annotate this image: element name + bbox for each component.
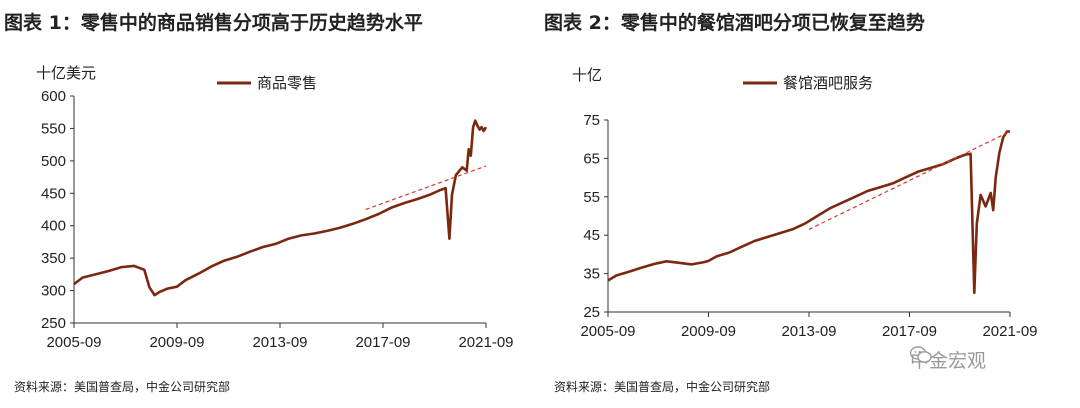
y-tick-label: 500 [41,153,66,170]
chart-2-svg: 25 35 45 55 65 75 2005-09 2009-09 2013-09 2017-09… [572,66,1038,340]
watermark: 中金宏观 [910,346,986,373]
x-tick-label: 2013-09 [252,334,307,351]
x-tick-label: 2021-09 [982,323,1037,340]
figure-1-source: 资料来源：美国普查局，中金公司研究部 [14,380,231,394]
y-unit-label: 十亿 [572,66,602,84]
trend-line [808,130,1011,230]
wechat-icon [910,346,932,363]
x-tick-label: 2017-09 [355,334,410,351]
chart-1-svg: 250 300 350 400 450 500 550 600 2005-09 2009-09 20… [36,64,514,351]
y-tick-label: 550 [41,120,66,137]
figure-2-source: 资料来源：美国普查局，中金公司研究部 [554,380,771,394]
y-tick-label: 450 [41,185,66,202]
y-tick-label: 55 [583,189,600,206]
figure-1-title: 图表 1：零售中的商品销售分项高于历史趋势水平 [4,12,423,34]
x-tick-label: 2009-09 [681,323,736,340]
y-tick-label: 35 [583,266,600,283]
x-tick-label: 2009-09 [149,334,204,351]
x-tick-label: 2013-09 [781,323,836,340]
y-tick-label: 75 [583,112,600,129]
x-tick-label: 2021-09 [458,334,513,351]
figure-1: 图表 1：零售中的商品销售分项高于历史趋势水平 250 300 350 400 450 5… [4,12,514,394]
trend-line [365,165,487,211]
x-tick-label: 2005-09 [46,334,101,351]
y-unit-label: 十亿美元 [36,64,96,82]
x-tick-label: 2017-09 [882,323,937,340]
figure-2-title: 图表 2：零售中的餐馆酒吧分项已恢复至趋势 [544,12,925,34]
y-tick-label: 300 [41,283,66,300]
legend-label: 餐馆酒吧服务 [783,74,873,92]
x-tick-label: 2005-09 [580,323,635,340]
series-line-商品零售 [73,119,488,297]
figure-2: 图表 2：零售中的餐馆酒吧分项已恢复至趋势 25 35 45 55 65 75 2005-0… [540,0,1080,408]
y-tick-label: 65 [583,150,600,167]
y-tick-label: 600 [41,88,66,105]
y-tick-label: 400 [41,218,66,235]
y-tick-label: 45 [583,227,600,244]
legend-label: 商品零售 [257,74,317,92]
y-tick-label: 350 [41,250,66,267]
y-tick-label: 250 [41,315,66,332]
y-tick-label: 25 [583,304,600,321]
series-line-餐馆酒吧服务 [607,130,1010,295]
